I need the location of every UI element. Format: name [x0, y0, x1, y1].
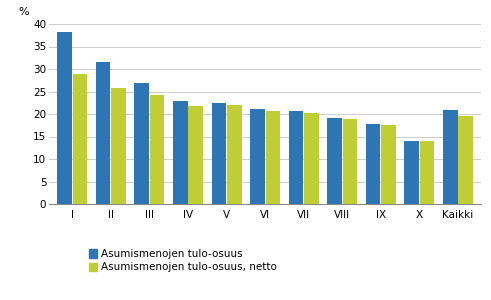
Bar	[420, 141, 435, 204]
Bar	[73, 74, 87, 204]
Bar	[173, 100, 188, 204]
Bar	[227, 105, 242, 204]
Bar	[250, 109, 265, 204]
Bar	[459, 116, 473, 204]
Bar	[189, 106, 203, 204]
Bar	[343, 118, 357, 204]
Bar	[366, 124, 381, 204]
Bar	[96, 62, 110, 204]
Bar	[111, 88, 126, 204]
Bar	[381, 125, 396, 204]
Bar	[327, 118, 342, 204]
Bar	[212, 103, 226, 204]
Bar	[405, 141, 419, 204]
Bar	[150, 95, 164, 204]
Bar	[135, 82, 149, 204]
Bar	[266, 111, 280, 204]
Bar	[304, 112, 319, 204]
Bar	[443, 110, 458, 204]
Legend: Asumismenojen tulo-osuus, Asumismenojen tulo-osuus, netto: Asumismenojen tulo-osuus, Asumismenojen …	[89, 249, 277, 272]
Text: %: %	[19, 7, 29, 17]
Bar	[289, 111, 303, 204]
Bar	[57, 32, 72, 204]
